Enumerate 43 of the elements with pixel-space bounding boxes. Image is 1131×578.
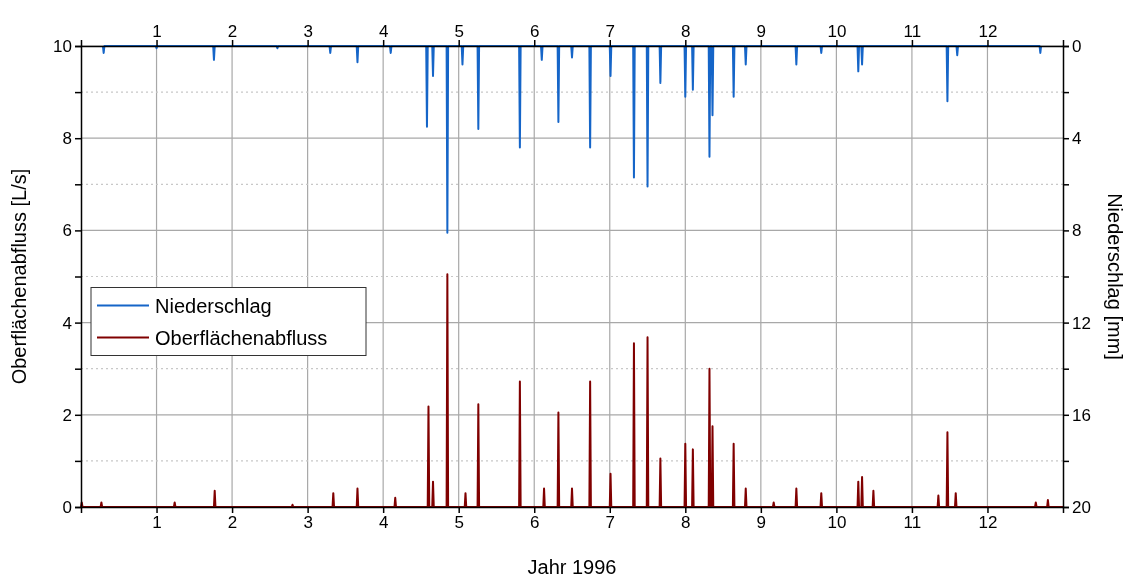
x-tick-label: 4 bbox=[378, 22, 389, 41]
y-tick-label: 6 bbox=[62, 221, 72, 241]
y-axis-title: Oberflächenabfluss [L/s] bbox=[8, 168, 30, 385]
y2-tick-label: 8 bbox=[1072, 221, 1082, 241]
x-tick-label: 9 bbox=[756, 22, 767, 41]
legend-label: Niederschlag bbox=[155, 294, 272, 317]
x2-tick-label: 9 bbox=[756, 513, 767, 533]
x-tick-label: 7 bbox=[605, 22, 615, 41]
y2-tick-label: 12 bbox=[1072, 313, 1091, 333]
y-tick-label: 10 bbox=[53, 36, 72, 56]
x2-tick-label: 12 bbox=[978, 513, 998, 533]
x2-tick-label: 8 bbox=[681, 513, 691, 533]
y2-tick-label: 4 bbox=[1072, 129, 1082, 149]
x-tick-label: 3 bbox=[303, 22, 313, 41]
x2-tick-label: 1 bbox=[152, 513, 162, 533]
line-series bbox=[101, 45, 1043, 234]
x-tick-label: 2 bbox=[227, 22, 238, 41]
x-tick-label: 12 bbox=[978, 22, 998, 41]
x2-tick-label: 2 bbox=[227, 513, 238, 533]
x2-tick-label: 3 bbox=[303, 513, 313, 533]
x2-tick-label: 6 bbox=[530, 513, 540, 533]
x-tick-label: 5 bbox=[454, 22, 464, 41]
x-tick-label: 10 bbox=[827, 22, 847, 41]
y-tick-label: 2 bbox=[62, 405, 72, 425]
y-tick-label: 4 bbox=[62, 313, 72, 333]
x-axis-title: Jahr 1996 bbox=[527, 556, 617, 578]
y2-tick-label: 20 bbox=[1072, 497, 1091, 517]
x-tick-label: 11 bbox=[903, 22, 922, 41]
y-tick-label: 8 bbox=[62, 129, 72, 149]
x2-tick-label: 7 bbox=[605, 513, 615, 533]
y2-tick-label: 16 bbox=[1072, 405, 1091, 425]
x2-tick-label: 10 bbox=[827, 513, 847, 533]
x2-tick-label: 4 bbox=[378, 513, 389, 533]
x-tick-label: 6 bbox=[530, 22, 540, 41]
x-tick-label: 8 bbox=[681, 22, 691, 41]
x-tick-label: 1 bbox=[152, 22, 162, 41]
x2-tick-label: 5 bbox=[454, 513, 464, 533]
y2-axis-title: Niederschlag [mm] bbox=[1104, 193, 1126, 360]
x2-tick-label: 11 bbox=[903, 513, 922, 533]
y2-tick-label: 0 bbox=[1072, 36, 1082, 56]
y-tick-label: 0 bbox=[62, 497, 72, 517]
line-series bbox=[80, 273, 1064, 508]
legend-label: Oberflächenabfluss bbox=[155, 326, 328, 349]
